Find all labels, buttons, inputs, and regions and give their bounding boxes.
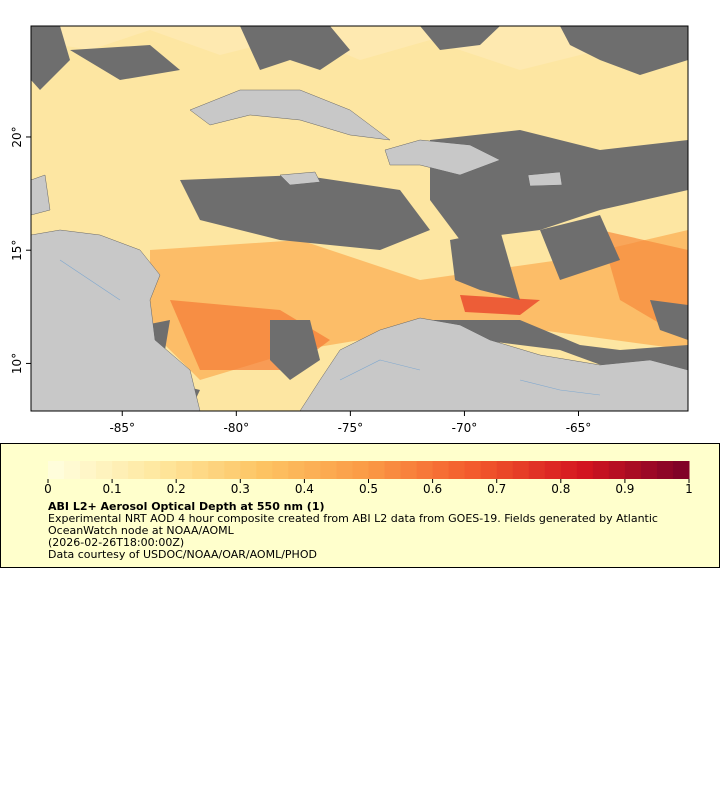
colorbar-step	[64, 461, 81, 479]
colorbar-step	[672, 461, 690, 479]
colorbar-tick-label: 0.9	[615, 482, 634, 496]
x-tick-label: -80°	[224, 421, 250, 435]
y-tick-label: 10°	[10, 353, 24, 374]
x-tick-label: -75°	[338, 421, 364, 435]
colorbar-step	[272, 461, 289, 479]
x-tick-label: -70°	[452, 421, 478, 435]
colorbar-step	[496, 461, 514, 479]
legend-line: Experimental NRT AOD 4 hour composite cr…	[48, 512, 658, 537]
colorbar-step	[576, 461, 594, 479]
colorbar-step	[160, 461, 177, 479]
colorbar-step	[416, 461, 434, 479]
colorbar-step	[624, 461, 642, 479]
colorbar-tick-label: 0.4	[295, 482, 314, 496]
colorbar-step	[288, 461, 305, 479]
legend-line: (2026-02-26T18:00:00Z)	[48, 536, 185, 549]
colorbar-step	[240, 461, 257, 479]
colorbar-step	[112, 461, 129, 479]
colorbar-step	[384, 461, 402, 479]
colorbar-tick-label: 0.7	[487, 482, 506, 496]
legend-title: ABI L2+ Aerosol Optical Depth at 550 nm …	[48, 500, 325, 513]
colorbar-tick-label: 0	[44, 482, 52, 496]
colorbar-step	[352, 461, 369, 479]
colorbar-step	[608, 461, 626, 479]
colorbar-step	[176, 461, 193, 479]
colorbar-tick-label: 0.5	[359, 482, 378, 496]
colorbar-step	[512, 461, 530, 479]
colorbar-tick-label: 0.2	[167, 482, 186, 496]
colorbar-step	[48, 461, 65, 479]
colorbar-step	[656, 461, 674, 479]
colorbar-step	[464, 461, 482, 479]
colorbar-step	[192, 461, 209, 479]
colorbar-step	[400, 461, 418, 479]
colorbar-tick-label: 0.6	[423, 482, 442, 496]
colorbar-step	[304, 461, 321, 479]
colorbar-step	[448, 461, 466, 479]
colorbar-step	[560, 461, 578, 479]
colorbar-tick-label: 0.8	[551, 482, 570, 496]
legend: 0 0.1 0.2 0.3 0.4 0.5 0.6 0.7 0.8 0.9 1 ABI L2+ Ae…	[0, 443, 720, 568]
colorbar-step	[256, 461, 273, 479]
colorbar-step	[208, 461, 225, 479]
y-tick-label: 20°	[10, 126, 24, 147]
x-tick-label: -85°	[109, 421, 135, 435]
colorbar-step	[368, 461, 386, 479]
map-frame	[30, 25, 689, 412]
colorbar-step	[480, 461, 498, 479]
colorbar-step	[528, 461, 546, 479]
colorbar-tick-label: 0.3	[231, 482, 250, 496]
colorbar-step	[320, 461, 337, 479]
colorbar-step	[336, 461, 353, 479]
colorbar-step	[432, 461, 450, 479]
legend-line: Data courtesy of USDOC/NOAA/OAR/AOML/PHO…	[48, 548, 317, 561]
colorbar-step	[144, 461, 161, 479]
map-image	[31, 26, 688, 411]
colorbar-step	[80, 461, 97, 479]
map: -85° -80° -75° -70° -65° 10° 15° 20°	[10, 25, 689, 435]
colorbar-step	[224, 461, 241, 479]
colorbar-tick-label: 0.1	[103, 482, 122, 496]
y-tick-label: 15°	[10, 240, 24, 261]
colorbar-step	[544, 461, 562, 479]
colorbar: 0 0.1 0.2 0.3 0.4 0.5 0.6 0.7 0.8 0.9 1	[44, 461, 693, 496]
colorbar-step	[128, 461, 145, 479]
colorbar-step	[592, 461, 610, 479]
colorbar-step	[96, 461, 113, 479]
colorbar-tick-label: 1	[685, 482, 693, 496]
colorbar-step	[640, 461, 658, 479]
legend-text: ABI L2+ Aerosol Optical Depth at 550 nm …	[48, 501, 698, 561]
x-tick-label: -65°	[566, 421, 592, 435]
